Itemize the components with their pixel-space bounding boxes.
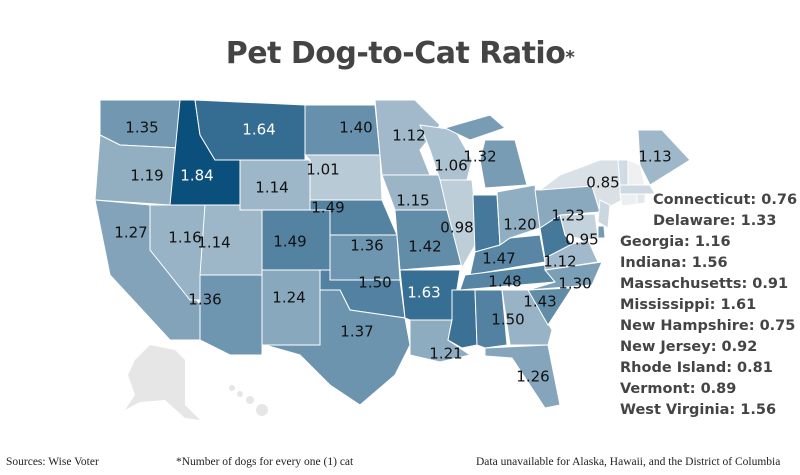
state-label-ND: 1.40 (339, 119, 372, 137)
state-label-AR: 1.63 (407, 284, 440, 302)
state-label-KY: 1.47 (482, 250, 515, 268)
state-label-OH: 1.20 (503, 216, 536, 234)
state-label-AZ: 1.36 (188, 291, 221, 309)
state-label-UT: 1.14 (197, 234, 230, 252)
legend-item: New Hampshire: 0.75 (620, 318, 796, 334)
state-label-WY: 1.14 (255, 179, 288, 197)
state-label-ME: 1.13 (638, 148, 671, 166)
state-IL[interactable] (439, 179, 479, 270)
state-RI[interactable] (636, 193, 646, 205)
state-label-AL: 1.50 (491, 311, 524, 329)
state-label-MT: 1.64 (242, 121, 275, 139)
state-OH[interactable] (496, 184, 541, 246)
legend-item: West Virginia: 1.56 (620, 402, 777, 418)
state-label-MO: 1.42 (408, 238, 441, 256)
state-label-VA: 1.12 (543, 253, 576, 271)
state-HI (229, 385, 235, 391)
state-label-ID: 1.84 (180, 167, 213, 185)
state-label-SD: 1.01 (306, 161, 339, 179)
state-MA[interactable] (619, 184, 656, 195)
state-HI (237, 391, 243, 397)
state-label-KS: 1.36 (350, 237, 383, 255)
state-MN[interactable] (374, 99, 441, 176)
state-SC[interactable] (527, 287, 573, 326)
state-MD[interactable] (559, 213, 599, 241)
map-title: Pet Dog-to-Cat Ratio* (0, 36, 800, 71)
title-text: Pet Dog-to-Cat Ratio (225, 36, 566, 71)
state-label-NY: 0.85 (586, 174, 619, 192)
state-label-NE: 1.49 (311, 199, 344, 217)
state-MI[interactable] (443, 114, 506, 141)
state-FL[interactable] (484, 344, 561, 409)
state-label-LA: 1.21 (429, 345, 462, 363)
state-label-MI: 1.32 (463, 148, 496, 166)
title-asterisk: * (565, 47, 575, 68)
state-label-PA: 1.23 (551, 207, 584, 225)
state-label-NM: 1.24 (272, 289, 305, 307)
state-IN[interactable] (472, 194, 501, 253)
state-label-CO: 1.49 (273, 233, 306, 251)
state-label-FL: 1.26 (516, 368, 549, 386)
small-states-legend: Connecticut: 0.76 Delaware: 1.33 Georgia… (620, 190, 797, 421)
state-MI[interactable] (479, 139, 528, 189)
state-ME[interactable] (637, 129, 691, 186)
state-label-IL: 0.98 (440, 219, 473, 237)
state-label-OK: 1.50 (358, 274, 391, 292)
legend-item: Indiana: 1.56 (620, 255, 728, 271)
state-AZ[interactable] (199, 274, 263, 356)
state-TX[interactable] (264, 289, 411, 406)
legend-item: Georgia: 1.16 (620, 234, 731, 250)
state-label-WI: 1.06 (434, 157, 467, 175)
source-note: Sources: Wise Voter (6, 456, 99, 468)
state-label-MD: 0.95 (565, 231, 598, 249)
state-HI (256, 404, 268, 416)
state-label-NC: 1.30 (558, 275, 591, 293)
legend-item: Mississippi: 1.61 (620, 297, 757, 313)
state-MS[interactable] (447, 289, 478, 349)
state-label-IA: 1.15 (396, 192, 429, 210)
legend-item: Vermont: 0.89 (620, 381, 737, 397)
legend-item: Delaware: 1.33 (653, 213, 777, 229)
state-NJ[interactable] (597, 199, 611, 229)
unavailable-note: Data unavailable for Alaska, Hawaii, and… (476, 456, 781, 468)
legend-item: Rhode Island: 0.81 (620, 360, 773, 376)
state-HI (246, 396, 254, 404)
state-NM[interactable] (261, 269, 321, 346)
state-label-CA: 1.27 (114, 224, 147, 242)
legend-item: New Jersey: 0.92 (620, 339, 758, 355)
state-AK (125, 345, 200, 420)
state-label-WA: 1.35 (125, 119, 158, 137)
state-label-MN: 1.12 (392, 127, 425, 145)
legend-item: Connecticut: 0.76 (653, 192, 798, 208)
state-label-SC: 1.43 (523, 293, 556, 311)
state-AL[interactable] (474, 289, 508, 349)
asterisk-note: *Number of dogs for every one (1) cat (176, 456, 354, 468)
state-GA[interactable] (501, 289, 553, 346)
state-label-NV: 1.16 (168, 229, 201, 247)
state-label-TN: 1.48 (488, 273, 521, 291)
legend-item: Massachusetts: 0.91 (620, 276, 789, 292)
state-MO[interactable] (394, 209, 463, 271)
state-label-OR: 1.19 (130, 167, 163, 185)
state-label-TX: 1.37 (340, 323, 373, 341)
state-DE[interactable] (597, 225, 606, 239)
